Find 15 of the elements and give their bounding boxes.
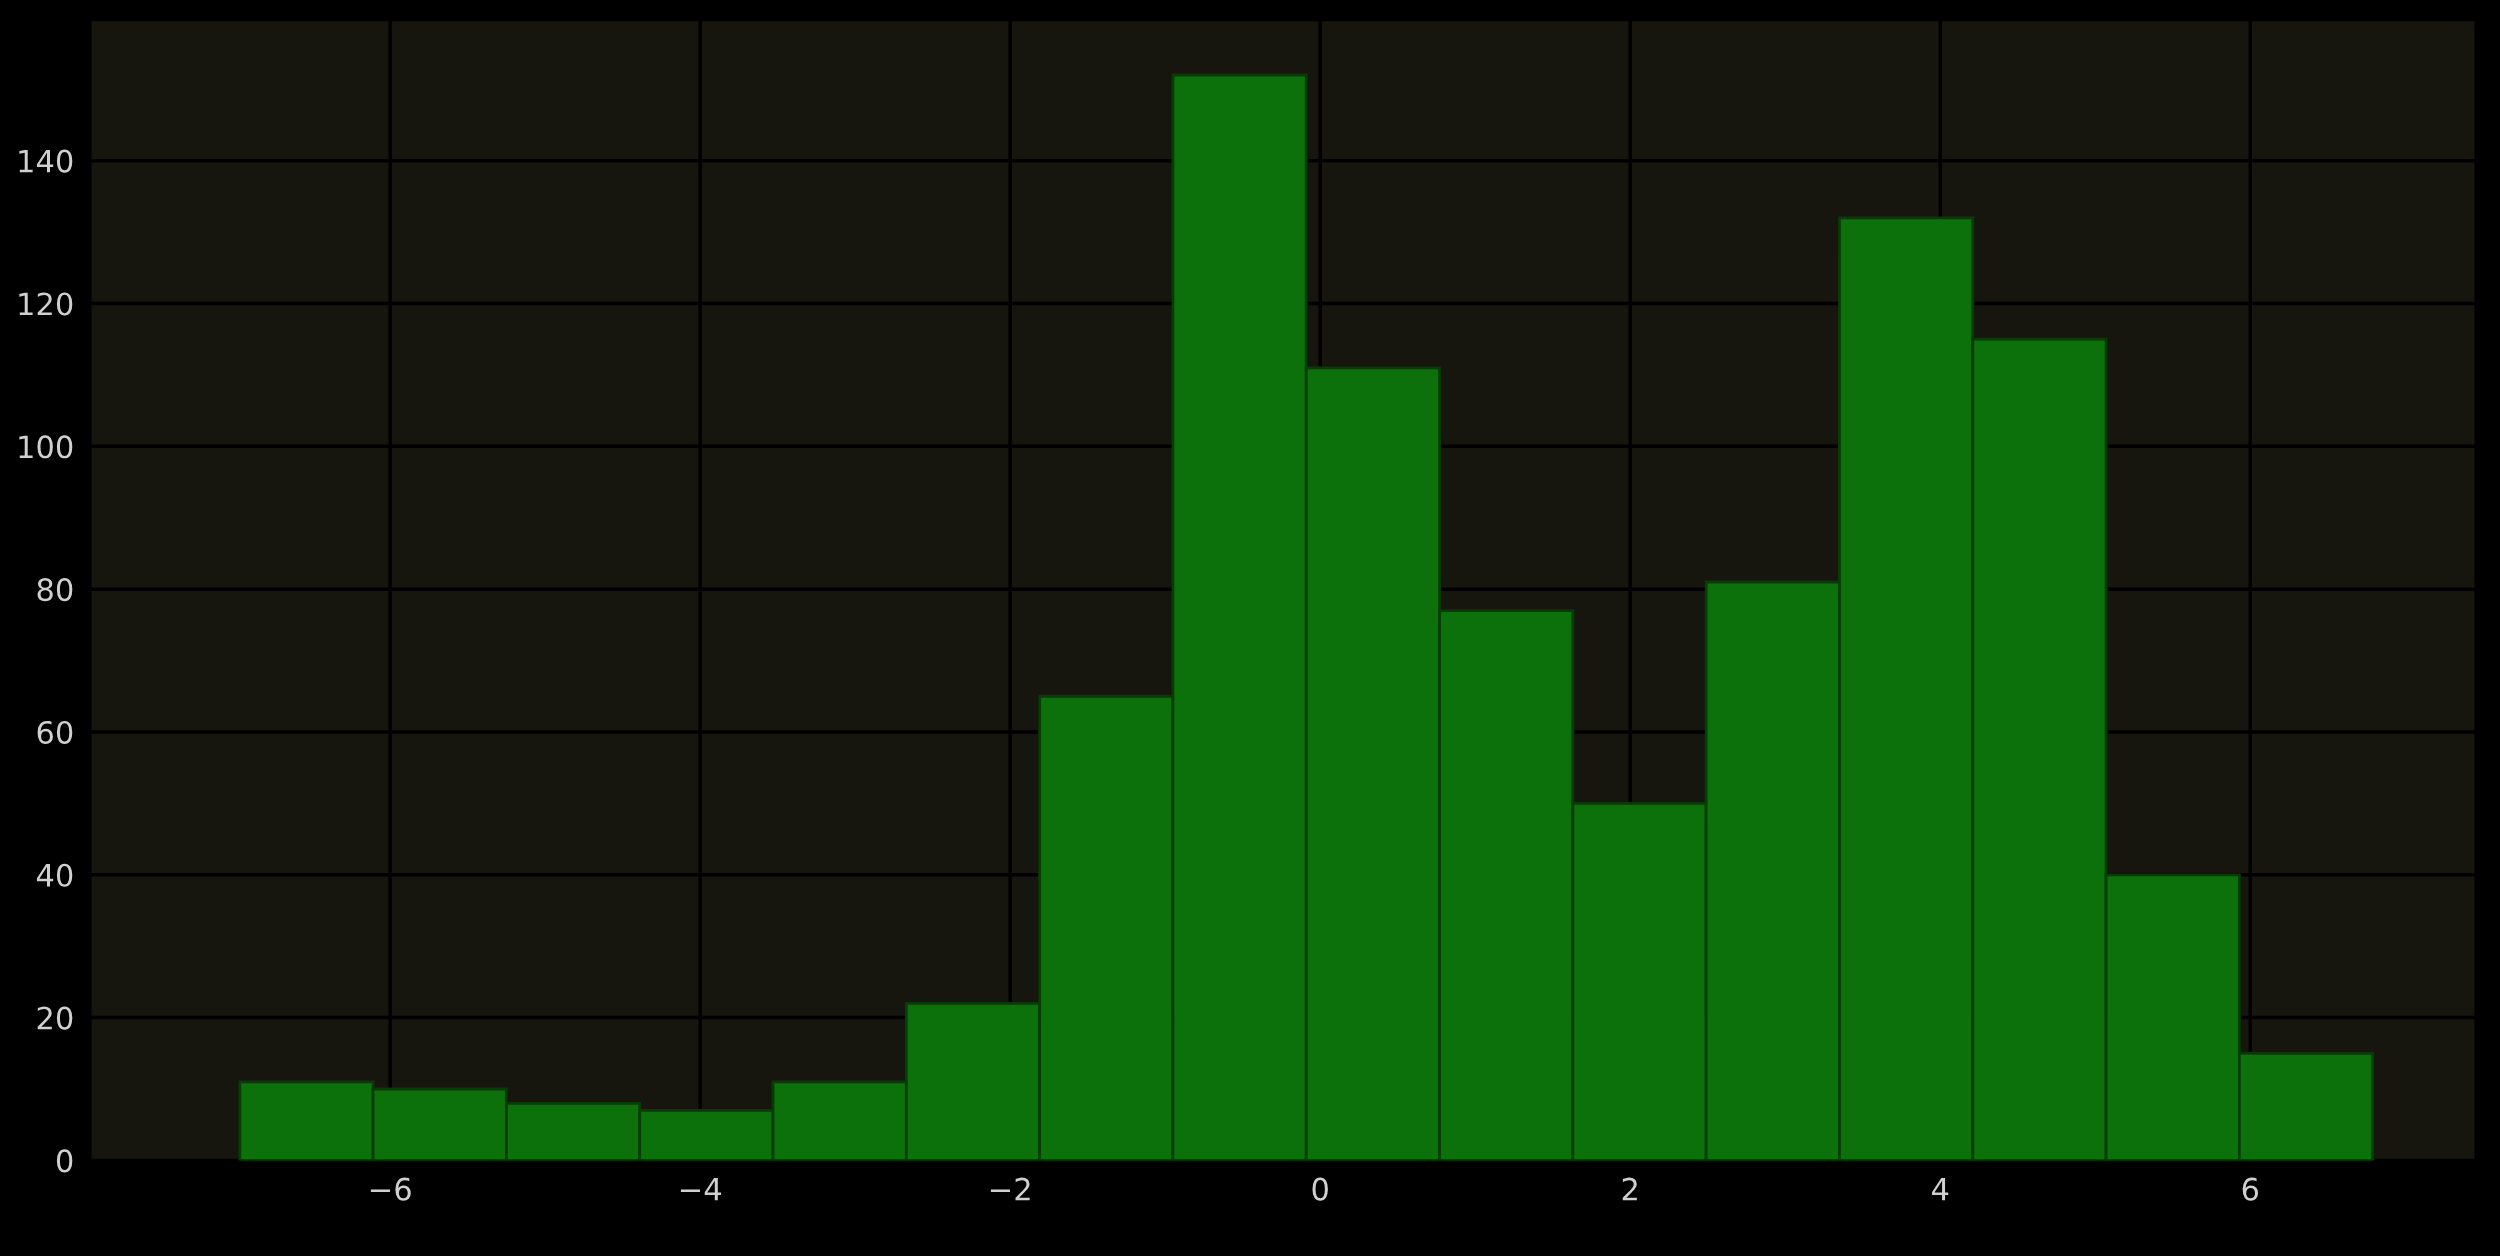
y-tick-label: 80	[37, 578, 73, 602]
y-tick-label: 20	[37, 1006, 73, 1030]
x-tick-label: −4	[680, 1178, 721, 1201]
x-tick-label: 6	[2242, 1177, 2259, 1201]
x-tick-label: −2	[990, 1177, 1030, 1201]
y-tick-label: 140	[19, 149, 73, 173]
y-tick-label: 60	[37, 720, 73, 745]
x-tick-label: 0	[1312, 1177, 1328, 1201]
x-tick-label: −6	[370, 1177, 411, 1201]
y-tick-label: 40	[36, 863, 73, 887]
x-tick-label: 2	[1622, 1177, 1637, 1201]
y-tick-label: 0	[56, 1149, 73, 1173]
y-tick-label: 100	[19, 435, 73, 459]
x-tick-label: 4	[1932, 1178, 1949, 1201]
y-tick-label: 120	[19, 292, 73, 316]
